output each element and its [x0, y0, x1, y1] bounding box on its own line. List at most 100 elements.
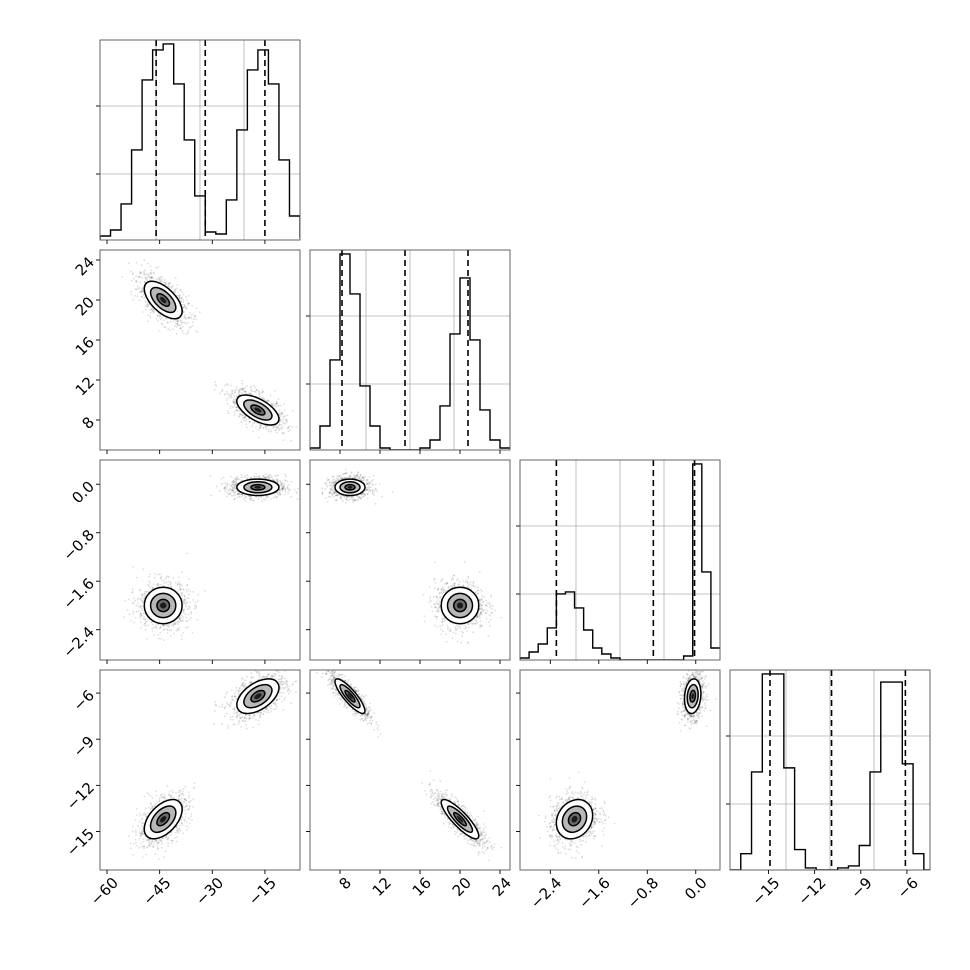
sample-point — [357, 471, 359, 474]
sample-point — [121, 276, 123, 278]
sample-point — [186, 584, 189, 586]
sample-point — [480, 611, 482, 614]
sample-point — [462, 631, 464, 634]
sample-point — [281, 488, 284, 490]
sample-point — [480, 598, 483, 600]
sample-point — [364, 494, 367, 497]
sample-point — [141, 600, 144, 602]
sample-point — [434, 587, 436, 590]
sample-point — [167, 625, 170, 628]
sample-point — [443, 617, 446, 620]
sample-point — [179, 297, 182, 299]
sample-point — [178, 620, 181, 623]
sample-point — [231, 390, 234, 392]
sample-point — [144, 622, 147, 625]
sample-point — [345, 468, 347, 471]
sample-point — [281, 487, 284, 489]
contour-group — [236, 394, 280, 426]
sample-point — [476, 589, 479, 592]
sample-point — [331, 481, 334, 484]
sample-point — [242, 417, 245, 420]
sample-point — [139, 620, 142, 623]
sample-point — [204, 590, 206, 592]
sample-point — [435, 595, 438, 598]
sample-point — [477, 589, 480, 592]
sample-point — [143, 597, 146, 600]
sample-point — [144, 269, 146, 272]
sample-point — [253, 421, 256, 424]
sample-point — [352, 501, 355, 503]
sample-point — [143, 280, 146, 283]
sample-point — [476, 615, 479, 618]
sample-point — [195, 318, 198, 320]
sample-point — [180, 323, 183, 326]
sample-point — [127, 598, 130, 601]
sample-point — [443, 617, 446, 620]
sample-point — [138, 299, 141, 302]
sample-point — [139, 605, 142, 607]
sample-point — [366, 497, 369, 500]
sample-point — [250, 476, 253, 479]
sample-point — [444, 590, 446, 593]
sample-point — [474, 585, 477, 588]
sample-point — [166, 628, 168, 631]
sample-point — [259, 427, 261, 430]
sample-point — [141, 595, 144, 598]
sample-point — [229, 488, 232, 491]
sample-point — [339, 496, 342, 499]
sample-point — [159, 318, 162, 321]
sample-point — [241, 493, 244, 496]
sample-point — [437, 603, 439, 605]
sample-point — [266, 400, 269, 403]
sample-point — [279, 493, 282, 496]
sample-point — [182, 616, 184, 618]
sample-point — [480, 588, 482, 591]
sample-point — [229, 396, 232, 399]
sample-point — [336, 475, 339, 478]
sample-point — [135, 610, 138, 613]
sample-point — [176, 322, 179, 325]
sample-point — [473, 618, 476, 621]
sample-point — [479, 608, 481, 611]
sample-point — [165, 283, 168, 286]
sample-point — [183, 316, 186, 319]
sample-point — [196, 618, 199, 621]
sample-point — [437, 607, 440, 609]
sample-point — [234, 389, 236, 392]
sample-point — [330, 492, 333, 494]
sample-point — [147, 590, 150, 593]
sample-point — [284, 490, 287, 493]
sample-point — [183, 305, 186, 308]
sample-point — [286, 485, 289, 488]
density-peak — [254, 485, 262, 489]
sample-point — [445, 633, 447, 635]
y-tick-label: −2.4 — [60, 623, 98, 661]
sample-point — [241, 379, 244, 382]
sample-point — [140, 291, 143, 293]
sample-point — [139, 615, 142, 617]
sample-point — [167, 285, 170, 288]
sample-point — [183, 595, 186, 598]
sample-point — [459, 627, 462, 630]
sample-point — [280, 484, 282, 487]
sample-point — [176, 284, 179, 286]
sample-point — [479, 620, 482, 622]
sample-point — [192, 321, 194, 323]
sample-point — [131, 273, 134, 276]
sample-point — [461, 630, 463, 633]
sample-point — [131, 591, 134, 594]
sample-point — [453, 574, 456, 577]
sample-point — [489, 606, 491, 609]
sample-point — [462, 624, 465, 626]
sample-point — [265, 473, 268, 475]
sample-point — [281, 487, 284, 490]
sample-point — [451, 584, 454, 587]
sample-point — [366, 493, 369, 496]
sample-point — [155, 278, 158, 281]
sample-point — [278, 492, 281, 495]
sample-point — [437, 589, 439, 591]
sample-point — [178, 617, 181, 620]
sample-point — [282, 415, 285, 418]
sample-point — [329, 491, 331, 493]
sample-point — [164, 281, 166, 284]
